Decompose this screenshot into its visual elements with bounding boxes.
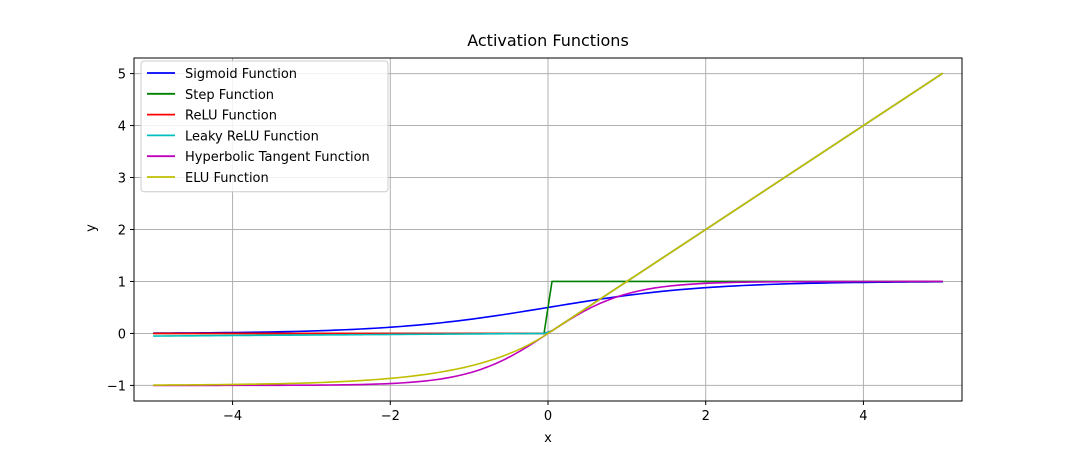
x-tick-label: 4 [859,409,867,424]
axis-ticks: −4 −2 0 2 4 −1 0 1 2 3 4 5 [107,68,868,424]
chart-title: Activation Functions [467,31,629,50]
x-tick-label: −2 [381,409,400,424]
legend-label: ReLU Function [185,109,277,124]
y-tick-label: 0 [118,327,126,342]
legend-label: Step Function [185,88,274,103]
x-tick-label: 2 [702,409,710,424]
y-tick-label: 2 [118,224,126,239]
x-tick-label: −4 [223,409,242,424]
legend-label: Leaky ReLU Function [185,129,319,144]
y-tick-label: 1 [118,275,126,290]
legend-label: ELU Function [185,171,269,186]
legend-box [140,60,389,193]
legend-label: Sigmoid Function [185,67,297,82]
legend: Sigmoid Function Step Function ReLU Functi… [140,60,389,193]
legend-label: Hyperbolic Tangent Function [185,150,370,165]
y-tick-label: −1 [107,379,126,394]
x-axis-label: x [544,431,552,446]
y-tick-label: 5 [118,68,126,83]
y-axis-label: y [84,224,99,232]
series-lines [152,72,944,387]
y-tick-label: 4 [118,120,126,135]
series-line-elu [152,72,944,386]
y-tick-label: 3 [118,172,126,187]
x-tick-label: 0 [544,409,552,424]
